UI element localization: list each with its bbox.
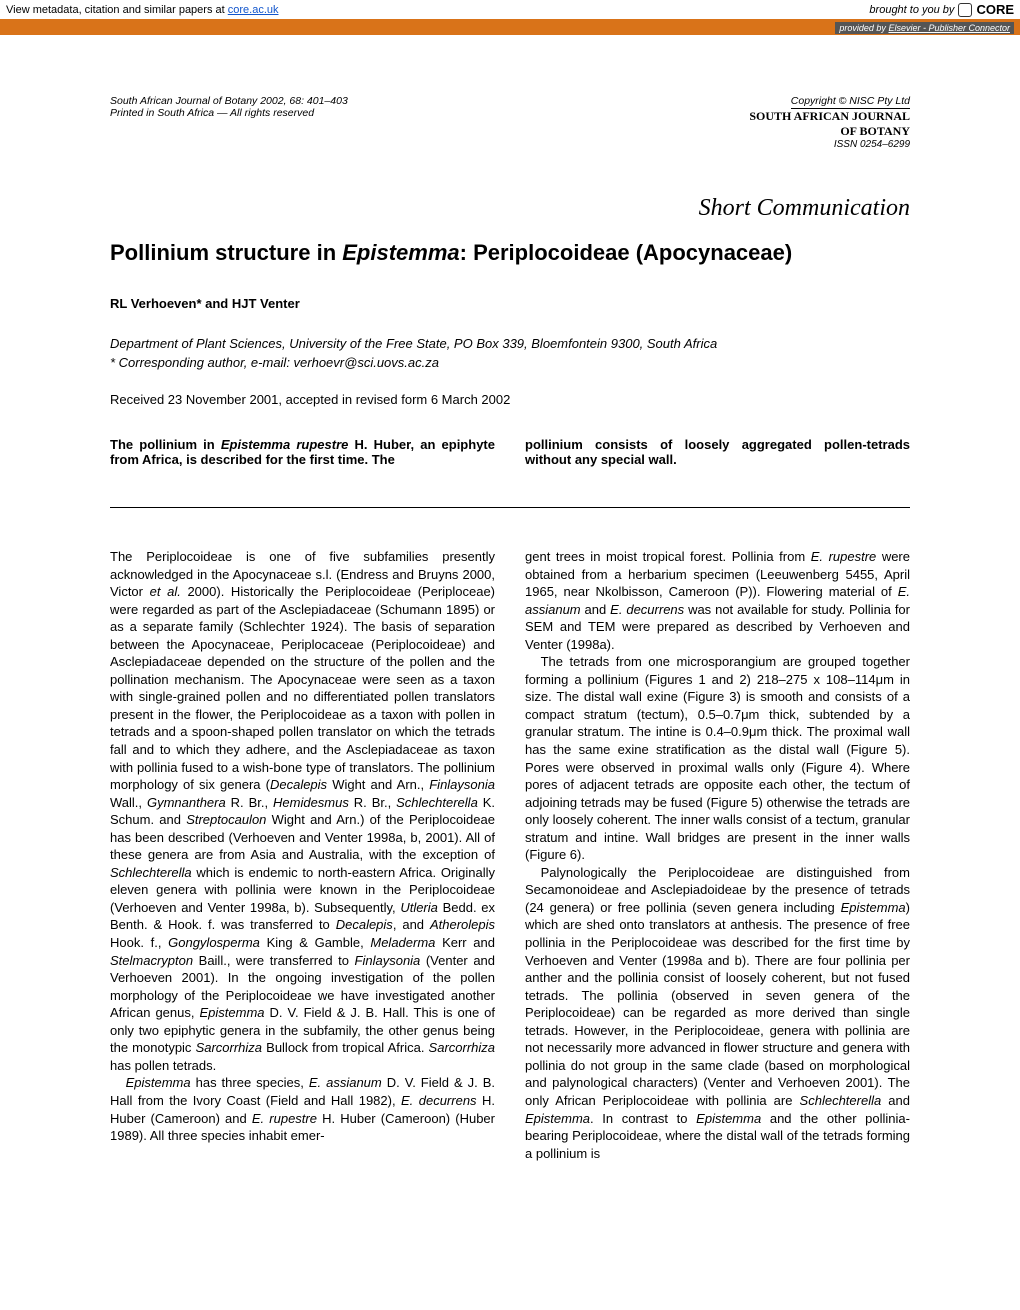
header-left: South African Journal of Botany 2002, 68…: [110, 95, 348, 119]
body-p: The Periplocoideae is one of five subfam…: [110, 548, 495, 1074]
affiliation: Department of Plant Sciences, University…: [110, 336, 910, 351]
abstract-left: The pollinium in Epistemma rupestre H. H…: [110, 437, 495, 467]
corresponding-author: * Corresponding author, e-mail: verhoevr…: [110, 355, 910, 370]
header-right: Copyright © NISC Pty Ltd SOUTH AFRICAN J…: [749, 95, 910, 150]
section-label: Short Communication: [110, 195, 910, 222]
journal-name-1: SOUTH AFRICAN JOURNAL: [749, 109, 910, 124]
body-right-column: gent trees in moist tropical forest. Pol…: [525, 548, 910, 1162]
brought-by-text: brought to you by: [869, 4, 954, 16]
abstract-right: pollinium consists of loosely aggregated…: [525, 437, 910, 467]
body-text: The Periplocoideae is one of five subfam…: [110, 548, 910, 1162]
page-content: South African Journal of Botany 2002, 68…: [0, 35, 1020, 1202]
citation-line: South African Journal of Botany 2002, 68…: [110, 95, 348, 107]
provider-link[interactable]: Elsevier - Publisher Connector: [888, 23, 1010, 33]
body-left-column: The Periplocoideae is one of five subfam…: [110, 548, 495, 1162]
authors: RL Verhoeven* and HJT Venter: [110, 296, 910, 311]
metadata-topbar: View metadata, citation and similar pape…: [0, 0, 1020, 21]
topbar-left: View metadata, citation and similar pape…: [6, 4, 279, 16]
rights-line: Printed in South Africa — All rights res…: [110, 107, 348, 119]
core-icon: [958, 3, 972, 17]
provided-prefix: provided by: [839, 23, 888, 33]
abstract: The pollinium in Epistemma rupestre H. H…: [110, 437, 910, 508]
article-title: Pollinium structure in Epistemma: Peripl…: [110, 240, 910, 266]
copyright-line: Copyright © NISC Pty Ltd: [791, 95, 910, 109]
core-link[interactable]: core.ac.uk: [228, 4, 279, 16]
provided-by-badge: provided by Elsevier - Publisher Connect…: [835, 22, 1014, 34]
orange-bar: provided by Elsevier - Publisher Connect…: [0, 21, 1020, 35]
core-logo[interactable]: CORE: [976, 2, 1014, 17]
body-p: gent trees in moist tropical forest. Pol…: [525, 548, 910, 653]
topbar-prefix: View metadata, citation and similar pape…: [6, 4, 228, 16]
issn-line: ISSN 0254–6299: [749, 139, 910, 150]
body-p: Epistemma has three species, E. assianum…: [110, 1074, 495, 1144]
journal-name-2: OF BOTANY: [749, 124, 910, 139]
body-p: The tetrads from one microsporangium are…: [525, 653, 910, 864]
body-p: Palynologically the Periplocoideae are d…: [525, 864, 910, 1162]
topbar-right: brought to you by CORE: [869, 2, 1014, 17]
received-dates: Received 23 November 2001, accepted in r…: [110, 392, 910, 407]
journal-header: South African Journal of Botany 2002, 68…: [110, 95, 910, 150]
